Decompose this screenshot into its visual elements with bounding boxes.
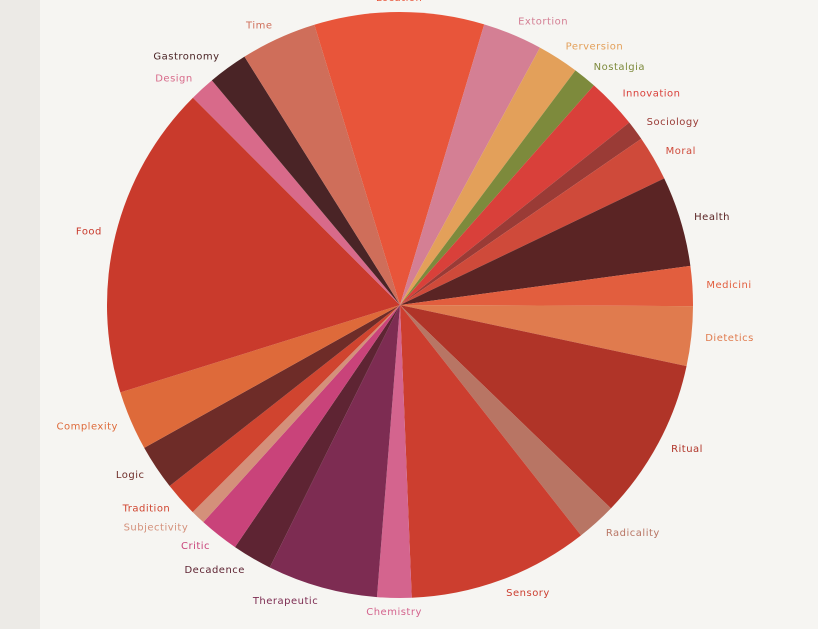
pie-slice	[400, 305, 582, 598]
pie-slice	[400, 305, 693, 367]
pie-slice	[376, 305, 412, 599]
slice-label: Radicality	[606, 528, 660, 539]
slice-label: Sociology	[647, 117, 700, 128]
slice-label: Innovation	[623, 89, 681, 100]
pie-slice	[234, 305, 400, 568]
pie-slice	[211, 56, 400, 305]
slice-label: Nostalgia	[594, 62, 645, 73]
slice-label: Extortion	[518, 17, 568, 28]
pie-slice	[106, 97, 401, 393]
slice-label: Chemistry	[366, 607, 422, 618]
slice-label: Logic	[116, 470, 145, 481]
pie-slice	[192, 305, 400, 523]
pie-slice	[269, 305, 400, 598]
pie-slice	[144, 305, 400, 487]
slice-label: Health	[694, 212, 730, 223]
slice-label: Complexity	[56, 421, 117, 432]
pie-slice	[192, 80, 400, 306]
pie-slice	[244, 24, 400, 306]
pie-slice	[169, 305, 400, 513]
slice-label: Location	[376, 0, 422, 4]
slice-label: Sensory	[506, 588, 550, 599]
slice-label: Time	[245, 21, 272, 32]
pie-slice	[400, 305, 611, 536]
slice-label: Moral	[666, 146, 696, 157]
pie-slice	[400, 305, 687, 509]
pie-slice	[400, 178, 691, 305]
pie-slice	[314, 11, 485, 306]
pie-slice	[400, 265, 693, 307]
pie-slice	[400, 24, 540, 305]
slice-label: Ritual	[671, 444, 703, 455]
slice-label: Subjectivity	[124, 522, 189, 533]
slice-label: Dietetics	[705, 333, 754, 344]
pie-slice	[203, 305, 400, 548]
pie-slice	[400, 70, 594, 305]
slice-label: Therapeutic	[252, 596, 318, 607]
slice-label: Medicini	[706, 280, 751, 291]
slice-label: Food	[76, 227, 102, 238]
slice-label: Decadence	[184, 565, 244, 576]
pie-slice	[400, 85, 630, 306]
pie-slice	[400, 122, 642, 305]
pie-slice	[120, 305, 400, 448]
slice-label: Gastronomy	[153, 52, 219, 63]
slice-label: Perversion	[566, 42, 624, 53]
slice-label: Design	[155, 74, 193, 85]
pie-slice	[400, 138, 665, 305]
pie-slice	[400, 47, 576, 305]
slice-label: Critic	[181, 541, 210, 552]
slice-label: Tradition	[122, 504, 171, 515]
